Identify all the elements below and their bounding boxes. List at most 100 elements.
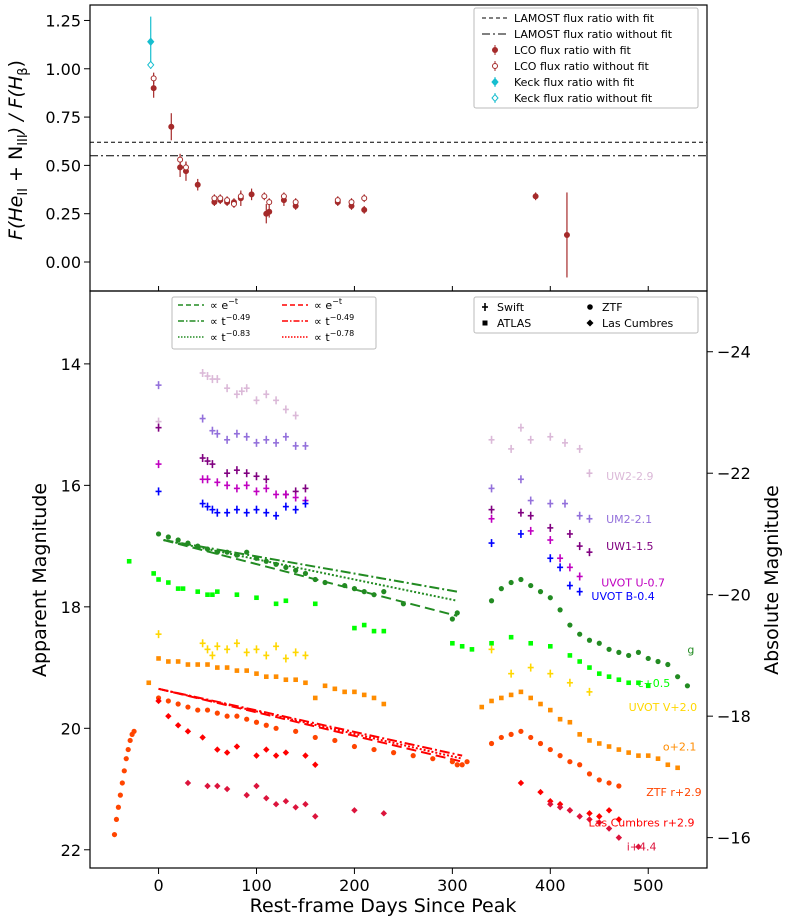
lco-point	[165, 712, 172, 720]
ztf-point	[684, 683, 691, 689]
top-point	[177, 156, 184, 163]
ztf-point	[119, 780, 125, 786]
atlas-point	[283, 677, 289, 683]
x-tick-label: 400	[535, 876, 566, 895]
ztf-point	[626, 652, 632, 659]
ztf-point	[518, 576, 524, 583]
ztf-point	[498, 734, 504, 741]
lco-point	[312, 761, 319, 768]
top-point	[177, 164, 184, 171]
ztf-point	[488, 598, 495, 604]
ztf-point	[449, 759, 455, 765]
legend-marker	[492, 63, 498, 69]
ztf-point	[293, 728, 299, 734]
atlas-point	[205, 592, 210, 597]
top-hlines	[90, 141, 707, 157]
ztf-point	[263, 722, 269, 728]
ztf-point	[528, 734, 534, 741]
ztf-point	[283, 564, 289, 570]
lco-point	[233, 743, 241, 750]
atlas-point	[283, 598, 289, 604]
top-point	[147, 60, 155, 70]
lco-point	[615, 834, 623, 841]
band-label: UVOT V+2.0	[629, 701, 698, 714]
ztf-point	[302, 570, 309, 577]
ztf-point	[175, 701, 181, 707]
top-point	[182, 164, 189, 171]
atlas-point	[489, 640, 494, 646]
legend-marker	[491, 77, 499, 87]
ztf-point	[547, 595, 553, 601]
band-label: UW1-1.5	[606, 540, 653, 553]
lco-point	[586, 816, 593, 823]
atlas-point	[665, 762, 671, 768]
legend-label: LCO flux ratio without fit	[514, 60, 650, 73]
lco-point	[586, 810, 593, 817]
top-point	[230, 201, 237, 208]
legend-label: LCO flux ratio with fit	[514, 44, 631, 57]
lco-point	[253, 782, 260, 790]
atlas-point	[126, 558, 132, 564]
band-label: UVOT U-0.7	[601, 577, 665, 590]
top-y-ticks: 0.00 0.25 0.50 0.75 1.00 1.25	[45, 11, 649, 291]
band-label: UW2-2.9	[606, 470, 653, 483]
atlas-point	[332, 686, 338, 692]
ztf-point	[123, 756, 129, 762]
atlas-point	[210, 592, 215, 597]
atlas-point	[185, 662, 191, 667]
fit-line	[158, 687, 463, 757]
atlas-point	[312, 695, 318, 701]
atlas-point	[303, 680, 308, 686]
ztf-point	[263, 558, 269, 564]
ztf-point	[312, 734, 318, 741]
ztf-point	[234, 552, 240, 558]
ztf-point	[616, 649, 622, 655]
lco-point	[184, 779, 192, 787]
lco-point	[635, 843, 642, 850]
top-point	[266, 199, 273, 206]
ztf-point	[115, 804, 122, 810]
atlas-point	[234, 592, 240, 597]
atlas-point	[263, 674, 269, 679]
atlas-point	[606, 744, 612, 749]
lco-point	[351, 807, 358, 814]
ztf-point	[410, 753, 416, 759]
atlas-point	[479, 704, 485, 710]
atlas-point	[538, 701, 543, 707]
legend-label: LAMOST flux ratio without fit	[514, 28, 673, 41]
ztf-point	[121, 768, 127, 774]
atlas-point	[616, 677, 622, 683]
ztf-point	[371, 592, 377, 598]
top-point	[248, 191, 255, 198]
ztf-point	[185, 704, 191, 710]
atlas-point	[587, 665, 592, 670]
lco-point	[184, 728, 192, 735]
lco-point	[605, 825, 613, 832]
ztf-point	[214, 710, 220, 716]
atlas-point	[518, 689, 524, 695]
right-y-tick-label: −18	[717, 707, 751, 726]
atlas-point	[156, 577, 161, 582]
ztf-point	[214, 549, 220, 555]
top-y-tick-label: 0.75	[45, 108, 81, 127]
atlas-point	[508, 634, 514, 640]
atlas-point	[616, 747, 622, 752]
atlas-point	[312, 601, 318, 607]
fit-line	[163, 539, 458, 617]
ztf-point	[586, 771, 593, 777]
atlas-point	[224, 665, 230, 670]
top-point	[217, 195, 224, 202]
atlas-point	[156, 656, 161, 661]
lco-point	[272, 752, 280, 759]
fit-legend: ∝ e−t∝ t−0.49∝ t−0.83∝ e−t∝ t−0.49∝ t−0.…	[171, 296, 377, 350]
atlas-point	[675, 765, 680, 771]
lco-point	[223, 785, 231, 793]
instrument-legend-label: ZTF	[602, 301, 623, 314]
x-tick-label: 100	[241, 876, 272, 895]
ztf-point	[508, 731, 514, 737]
lco-point	[566, 807, 574, 814]
ztf-point	[273, 725, 279, 731]
atlas-point	[596, 671, 602, 676]
lco-point	[214, 746, 221, 753]
atlas-point	[489, 698, 494, 704]
